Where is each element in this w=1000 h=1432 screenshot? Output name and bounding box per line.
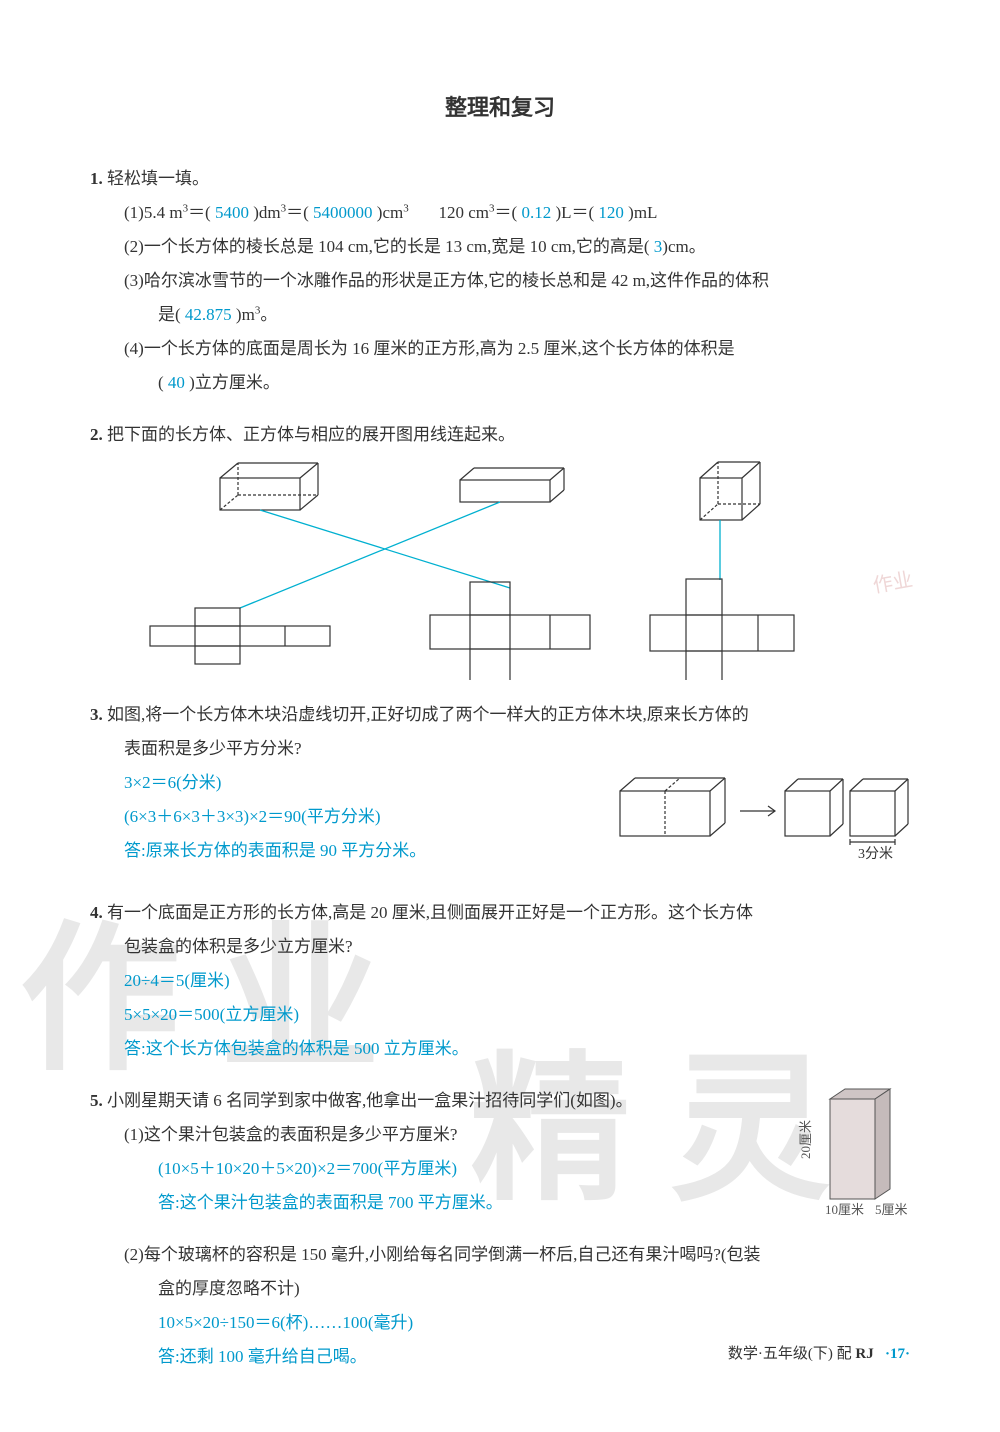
p1s1-t2: )dm [253,203,280,222]
p1s3-tc: )m [236,305,255,324]
problem-2: 2. 把下面的长方体、正方体与相应的展开图用线连起来。 [90,418,910,680]
p5-sub2: (2)每个玻璃杯的容积是 150 毫升,小刚给每名同学倒满一杯后,自己还有果汁喝… [90,1238,910,1272]
p1s3-label: (3) [124,271,144,290]
p2-stem: 把下面的长方体、正方体与相应的展开图用线连起来。 [107,425,515,444]
problem-4: 4. 有一个底面是正方形的长方体,高是 20 厘米,且侧面展开正好是一个正方形。… [90,896,910,1066]
p3-l1: 3×2＝6(分米) [90,766,610,800]
p4-stem-a: 有一个底面是正方形的长方体,高是 20 厘米,且侧面展开正好是一个正方形。这个长… [107,903,753,922]
p5s2-l1: 10×5×20÷150＝6(杯)……100(毫升) [90,1306,910,1340]
p5s2-label: (2) [124,1245,144,1264]
p1s1-a4: 120 [598,203,624,222]
p1s1-sup3: 3 [403,202,409,214]
p5-sub1: (1)这个果汁包装盒的表面积是多少平方厘米? [90,1118,910,1152]
p1s4-ans: 40 [168,373,185,392]
p1s4-ta: 一个长方体的底面是周长为 16 厘米的正方形,高为 2.5 厘米,这个长方体的体… [144,339,735,358]
p1-stem: 轻松填一填。 [107,169,209,188]
p5s1-l1: (10×5＋10×20＋5×20)×2＝700(平方厘米) [90,1152,910,1186]
p3-l2: (6×3＋6×3＋3×3)×2＝90(平方分米) [90,800,610,834]
p5s2-l2: 答:还剩 100 毫升给自己喝。 [90,1340,910,1374]
p5s1-l2: 答:这个果汁包装盒的表面积是 700 平方厘米。 [90,1186,910,1220]
problem-5: 5. 小刚星期天请 6 名同学到家中做客,他拿出一盒果汁招待同学们(如图)。 (… [90,1084,910,1374]
p1s1-eq2: ＝( [286,203,309,222]
p1s1-a3: 0.12 [521,203,551,222]
p3-l3: 答:原来长方体的表面积是 90 平方分米。 [90,834,610,868]
p4-l2: 5×5×20＝500(立方厘米) [90,998,910,1032]
p1s3-ta: 哈尔滨冰雪节的一个冰雕作品的形状是正方体,它的棱长总和是 42 m,这件作品的体… [144,271,769,290]
p1-num: 1. [90,169,103,188]
p1s3-ans: 42.875 [185,305,232,324]
p1s1-eq1: ＝( [188,203,211,222]
p5s2-qb: 盒的厚度忽略不计) [90,1272,910,1306]
p1s1-t3: )cm [377,203,403,222]
p1s1-t1: 5.4 m [144,203,183,222]
p1s1-eq3: ＝( [495,203,518,222]
p2-diagram [90,460,910,680]
p1s4-label: (4) [124,339,144,358]
p1s1-a1: 5400 [215,203,249,222]
p4-l3: 答:这个长方体包装盒的体积是 500 立方厘米。 [90,1032,910,1066]
p5-box-d: 5厘米 [875,1202,908,1217]
problem-1: 1. 轻松填一填。 (1)5.4 m3＝( 5400 )dm3＝( 540000… [90,162,910,400]
p5-box-h: 20厘米 [798,1120,813,1159]
p3-diagram: 3分米 [610,766,910,878]
p1s1-t4: )L＝( [555,203,594,222]
p3-stem-a: 如图,将一个长方体木块沿虚线切开,正好切成了两个一样大的正方体木块,原来长方体的 [107,705,749,724]
p1-sub3: (3)哈尔滨冰雪节的一个冰雕作品的形状是正方体,它的棱长总和是 42 m,这件作… [90,264,910,298]
p2-svg [90,460,910,680]
p1-sub4: (4)一个长方体的底面是周长为 16 厘米的正方形,高为 2.5 厘米,这个长方… [90,332,910,366]
p1s2-tb: )cm。 [662,237,705,256]
p5s1-label: (1) [124,1125,144,1144]
p1s1-sp: 120 cm [413,203,489,222]
p1s3-tb: 是( [158,305,181,324]
problem-3: 3. 如图,将一个长方体木块沿虚线切开,正好切成了两个一样大的正方体木块,原来长… [90,698,910,878]
p1-sub1: (1)5.4 m3＝( 5400 )dm3＝( 5400000 )cm3 120… [90,196,910,230]
p3-cube-label: 3分米 [858,846,893,862]
p1s4-tc: )立方厘米。 [189,373,280,392]
p1-sub2: (2)一个长方体的棱长总是 104 cm,它的长是 13 cm,宽是 10 cm… [90,230,910,264]
p5s2-qa: 每个玻璃杯的容积是 150 毫升,小刚给每名同学倒满一杯后,自己还有果汁喝吗?(… [144,1245,761,1264]
p3-stem-b: 表面积是多少平方分米? [90,732,910,766]
p1s2-ta: 一个长方体的棱长总是 104 cm,它的长是 13 cm,宽是 10 cm,它的… [144,237,650,256]
p1s1-t5: )mL [628,203,657,222]
p5-diagram: 20厘米 10厘米 5厘米 [790,1084,920,1234]
p2-num: 2. [90,425,103,444]
p3-num: 3. [90,705,103,724]
p1-sub4b: ( 40 )立方厘米。 [90,366,910,400]
p1s1-label: (1) [124,203,144,222]
p5s1-q: 这个果汁包装盒的表面积是多少平方厘米? [144,1125,458,1144]
p5-num: 5. [90,1091,103,1110]
page-title: 整理和复习 [90,90,910,122]
p1s2-label: (2) [124,237,144,256]
p4-num: 4. [90,903,103,922]
p1s4-tb: ( [158,373,164,392]
p5-stem: 小刚星期天请 6 名同学到家中做客,他拿出一盒果汁招待同学们(如图)。 [107,1091,633,1110]
p5-box-w: 10厘米 [825,1202,864,1217]
p1s1-a2: 5400000 [313,203,373,222]
p4-stem-b: 包装盒的体积是多少立方厘米? [90,930,910,964]
p4-l1: 20÷4＝5(厘米) [90,964,910,998]
p1-sub3b: 是( 42.875 )m3。 [90,298,910,332]
p1s3-td: 。 [260,305,277,324]
